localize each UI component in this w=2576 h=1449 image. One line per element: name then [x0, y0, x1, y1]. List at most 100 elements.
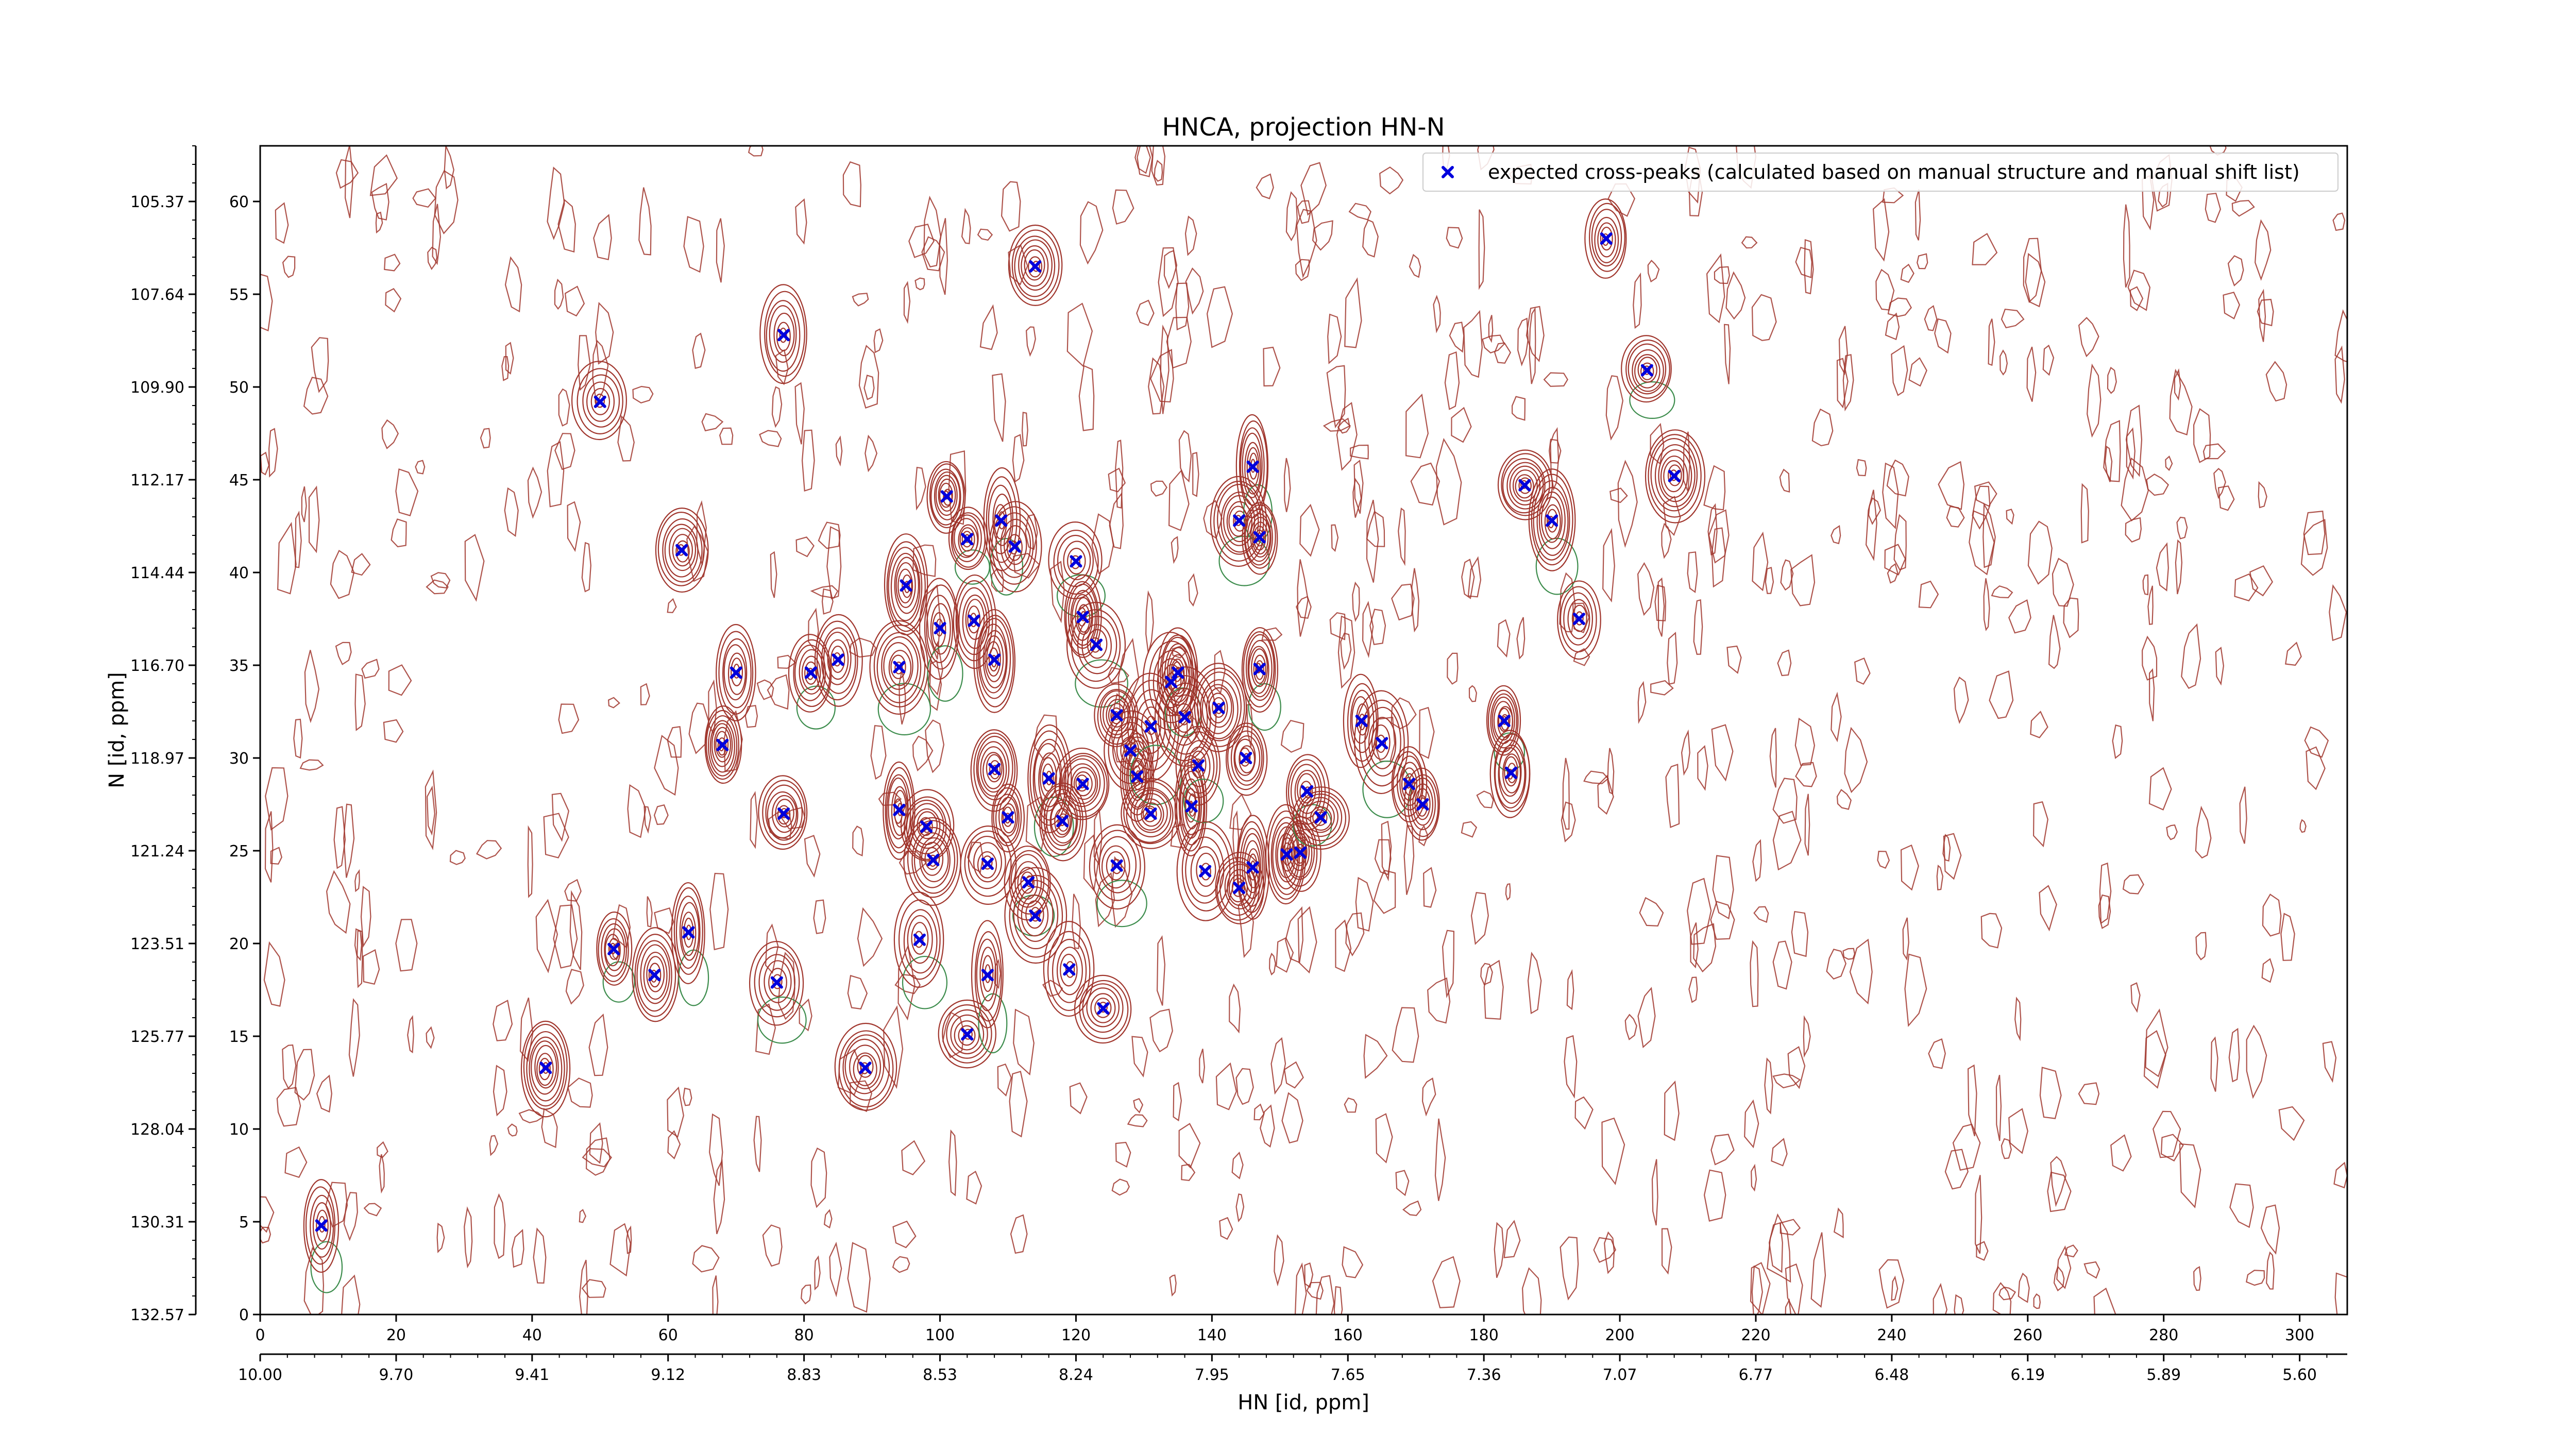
peak-contour [646, 956, 665, 992]
noise-contour [344, 146, 354, 218]
cross-peak-marker-70 [1376, 737, 1388, 750]
peak-contour [1234, 738, 1256, 776]
noise-contour [558, 703, 580, 734]
noise-contour [1562, 757, 1570, 830]
noise-contour [371, 182, 389, 221]
noise-contour [2181, 623, 2201, 689]
noise-contour [1238, 899, 1254, 958]
cross-peak-marker-39 [1063, 963, 1076, 976]
noise-contour [1110, 856, 1133, 928]
peak-contour [1498, 747, 1522, 797]
noise-contour [1710, 901, 1735, 940]
peak-contour [604, 934, 621, 967]
noise-contour [2231, 199, 2255, 217]
peak-contour [1066, 601, 1126, 689]
peak-contour [1060, 953, 1078, 987]
noise-contour [427, 246, 438, 271]
peak-contour [1233, 735, 1261, 782]
noise-contour [692, 1245, 720, 1273]
noise-contour [1744, 1099, 1759, 1149]
noise-contour [1550, 427, 1560, 492]
cross-peak-x [1185, 800, 1198, 813]
peak-contour [886, 541, 926, 632]
noise-contour [1667, 631, 1678, 685]
peak-contour [993, 787, 1022, 847]
peak-contour [977, 851, 997, 879]
peak-contour [764, 291, 805, 377]
cross-peak-x [832, 653, 844, 666]
peak-contour [1004, 525, 1027, 565]
noise-contour [1936, 864, 1944, 891]
peak-contour [1094, 998, 1112, 1018]
noise-contour [293, 718, 303, 759]
cross-peak-marker-36 [1029, 260, 1042, 273]
noise-contour [301, 486, 307, 523]
peak-contour [1201, 684, 1234, 734]
cross-peak-x [1063, 963, 1076, 976]
noise-contour [2261, 958, 2275, 983]
cross-peak-marker-5 [648, 969, 661, 982]
peak-contour [1047, 931, 1091, 1012]
noise-contour [551, 793, 569, 842]
noise-contour [1461, 559, 1475, 599]
noise-contour [653, 804, 669, 825]
noise-contour [2048, 615, 2061, 669]
peak-contour [998, 511, 1006, 530]
noise-contour [294, 1049, 315, 1101]
noise-contour [823, 1209, 833, 1229]
noise-contour [1169, 1274, 1177, 1297]
noise-contour [268, 428, 278, 478]
peak-contour [675, 540, 690, 563]
noise-contour [640, 683, 650, 705]
noise-contour [1566, 969, 1574, 1010]
noise-contour [356, 930, 363, 988]
peak-contour [974, 931, 1002, 1022]
noise-contour [360, 885, 371, 948]
noise-contour [2129, 286, 2144, 311]
peak-contour [1052, 938, 1087, 1003]
x-tick-label: 0 [255, 1326, 265, 1344]
noise-contour [865, 434, 878, 473]
noise-contour [388, 664, 412, 696]
peak-contour [895, 562, 916, 608]
noise-contour [1976, 1241, 1989, 1261]
noise-contour [1751, 294, 1777, 341]
noise-contour [494, 1193, 506, 1259]
peak-contour [924, 584, 958, 670]
legend-entry: expected cross-peaks (calculated based o… [1488, 161, 2300, 183]
noise-contour [1297, 200, 1312, 224]
noise-contour [553, 904, 578, 969]
noise-contour [1543, 372, 1568, 387]
noise-contour [1010, 1214, 1028, 1254]
noise-contour [299, 759, 324, 771]
cross-peak-marker-46 [1110, 859, 1123, 872]
noise-contour [501, 356, 510, 381]
cross-peak-marker-38 [1056, 815, 1069, 828]
noise-contour [2042, 344, 2055, 376]
peak-contour [926, 595, 954, 663]
noise-contour [1946, 506, 1965, 528]
cross-peak-x [1376, 737, 1388, 750]
peak-contour [1589, 203, 1625, 272]
peak-contour [662, 518, 703, 583]
noise-contour [1133, 1098, 1144, 1114]
cross-peak-marker-52 [1172, 666, 1184, 679]
peak-contour [982, 855, 993, 870]
noise-contour [1423, 867, 1437, 908]
noise-contour [1215, 1062, 1237, 1110]
noise-contour [1980, 913, 2003, 949]
peak-contour [571, 361, 627, 441]
noise-contour [607, 697, 620, 709]
noise-contour [375, 211, 383, 234]
peak-contour [1501, 453, 1550, 516]
noise-contour [1900, 263, 1914, 283]
peak-contour [718, 631, 754, 715]
noise-contour [1826, 949, 1846, 980]
noise-contour [2130, 982, 2141, 1013]
y-axis: 0 5 10 15 20 25 30 35 40 45 50 55 60 [229, 193, 260, 1324]
peak-contour [1625, 339, 1670, 399]
cross-peak-marker-14 [832, 653, 844, 666]
noise-contour [643, 806, 652, 834]
noise-contour [1944, 1149, 1969, 1190]
peak-contour [1030, 906, 1041, 922]
